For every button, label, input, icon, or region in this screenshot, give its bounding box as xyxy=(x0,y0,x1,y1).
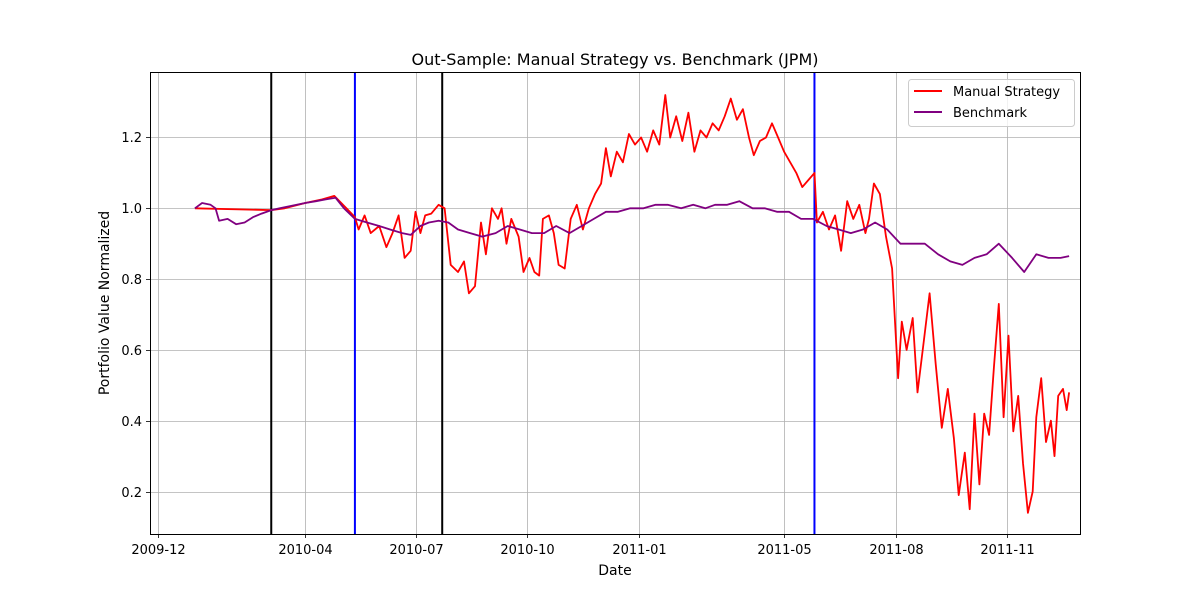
legend-label: Manual Strategy xyxy=(953,85,1060,100)
benchmark-line xyxy=(194,196,1070,273)
series-layer xyxy=(194,94,1070,514)
y-tick-label: 0.2 xyxy=(121,486,142,501)
x-tick-label: 2010-04 xyxy=(278,543,332,558)
y-tick-label: 1.2 xyxy=(121,131,142,146)
chart-title: Out-Sample: Manual Strategy vs. Benchmar… xyxy=(412,50,819,69)
tick-layer: 2009-12 2010-04 2010-07 2010-10 2011-01 2011-… xyxy=(121,131,1034,558)
x-tick-label: 2010-07 xyxy=(389,543,443,558)
legend-label: Benchmark xyxy=(953,106,1028,121)
x-tick-label: 2011-11 xyxy=(980,543,1034,558)
y-tick-label: 0.4 xyxy=(121,415,142,430)
vertical-markers xyxy=(270,72,816,534)
x-tick-label: 2009-12 xyxy=(131,543,185,558)
manual-strategy-line xyxy=(194,94,1070,514)
y-axis-label: Portfolio Value Normalized xyxy=(97,211,113,395)
y-tick-label: 0.6 xyxy=(121,344,142,359)
x-tick-label: 2011-05 xyxy=(757,543,811,558)
y-tick-label: 1.0 xyxy=(121,202,142,217)
x-axis-label: Date xyxy=(598,563,631,579)
x-tick-label: 2010-10 xyxy=(500,543,554,558)
x-tick-label: 2011-08 xyxy=(869,543,923,558)
x-tick-label: 2011-01 xyxy=(612,543,666,558)
grid-layer xyxy=(150,72,1080,534)
legend-box xyxy=(908,79,1075,127)
legend: Manual Strategy Benchmark xyxy=(908,79,1075,127)
y-tick-label: 0.8 xyxy=(121,273,142,288)
plot-frame xyxy=(150,72,1081,535)
